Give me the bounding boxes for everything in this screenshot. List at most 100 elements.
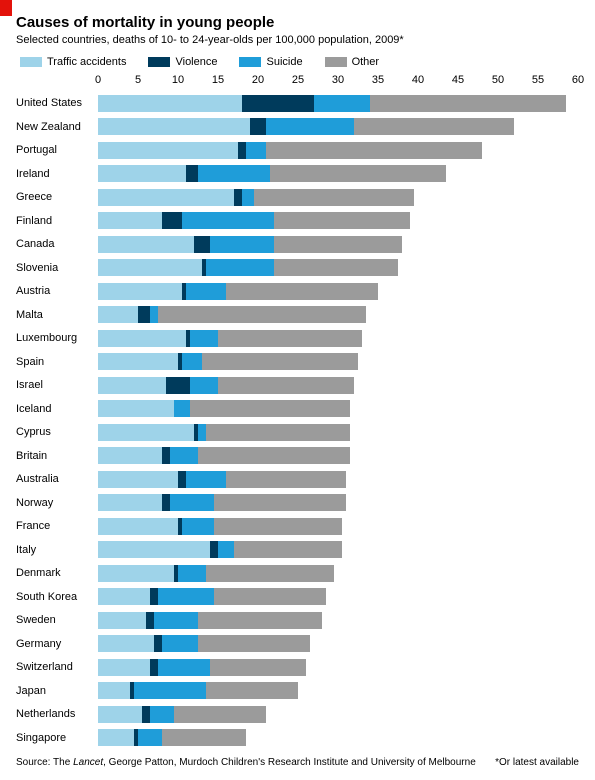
bar-segment-traffic (98, 588, 150, 605)
bar-row: Switzerland (16, 656, 579, 678)
bar-segment-other (274, 259, 398, 276)
country-label: Portugal (16, 144, 98, 156)
bar-segment-violence (146, 612, 154, 629)
bar-segment-suicide (246, 142, 266, 159)
country-label: United States (16, 97, 98, 109)
country-label: Singapore (16, 732, 98, 744)
country-label: Malta (16, 309, 98, 321)
axis-tick: 45 (452, 74, 464, 86)
bar-segment-traffic (98, 236, 194, 253)
country-label: New Zealand (16, 121, 98, 133)
bar-segment-violence (154, 635, 162, 652)
bar-segment-other (214, 588, 326, 605)
country-label: Australia (16, 473, 98, 485)
bar-segment-traffic (98, 189, 234, 206)
bar-segment-violence (150, 588, 158, 605)
stacked-bar (98, 259, 398, 276)
bar-segment-suicide (182, 212, 274, 229)
stacked-bar (98, 189, 414, 206)
stacked-bar (98, 494, 346, 511)
stacked-bar (98, 729, 246, 746)
country-label: Switzerland (16, 661, 98, 673)
country-label: Iceland (16, 403, 98, 415)
chart-footer: Source: The Lancet, George Patton, Murdo… (16, 757, 579, 768)
bar-segment-traffic (98, 494, 162, 511)
stacked-bar (98, 353, 358, 370)
legend-item: Suicide (239, 56, 302, 68)
country-label: Luxembourg (16, 332, 98, 344)
bar-row: Canada (16, 233, 579, 255)
country-label: Cyprus (16, 426, 98, 438)
stacked-bar (98, 471, 346, 488)
stacked-bar (98, 635, 310, 652)
axis-tick: 35 (372, 74, 384, 86)
bar-segment-other (162, 729, 246, 746)
bar-row: Finland (16, 210, 579, 232)
legend-label: Violence (175, 56, 217, 68)
axis-tick: 55 (532, 74, 544, 86)
source-italic: Lancet (73, 757, 103, 768)
legend-label: Other (352, 56, 380, 68)
stacked-bar (98, 518, 342, 535)
axis-tick: 20 (252, 74, 264, 86)
axis-tick: 60 (572, 74, 584, 86)
legend-swatch (148, 57, 170, 67)
bar-segment-violence (186, 165, 198, 182)
bar-segment-other (206, 682, 298, 699)
country-label: Spain (16, 356, 98, 368)
country-label: France (16, 520, 98, 532)
stacked-bar (98, 165, 446, 182)
stacked-bar (98, 330, 362, 347)
bar-segment-traffic (98, 400, 174, 417)
bar-row: Austria (16, 280, 579, 302)
bar-segment-other (226, 471, 346, 488)
bar-segment-other (226, 283, 378, 300)
bar-segment-traffic (98, 659, 150, 676)
bar-row: Britain (16, 445, 579, 467)
stacked-bar (98, 682, 298, 699)
bar-row: Malta (16, 304, 579, 326)
bar-segment-violence (162, 447, 170, 464)
bar-segment-suicide (186, 471, 226, 488)
bar-segment-other (218, 377, 354, 394)
bar-segment-suicide (314, 95, 370, 112)
bar-row: France (16, 515, 579, 537)
bar-segment-suicide (242, 189, 254, 206)
bar-segment-traffic (98, 541, 210, 558)
bar-segment-traffic (98, 377, 166, 394)
bar-segment-other (210, 659, 306, 676)
bar-segment-traffic (98, 212, 162, 229)
bar-segment-traffic (98, 424, 194, 441)
bar-segment-suicide (170, 447, 198, 464)
plot-area: 051015202530354045505560 United StatesNe… (16, 74, 579, 749)
bar-row: Ireland (16, 163, 579, 185)
axis-tick: 0 (95, 74, 101, 86)
bar-row: New Zealand (16, 116, 579, 138)
bar-segment-suicide (190, 377, 218, 394)
bar-segment-suicide (198, 165, 270, 182)
brand-tab (0, 0, 12, 16)
bar-row: Cyprus (16, 421, 579, 443)
bar-segment-traffic (98, 447, 162, 464)
bar-segment-suicide (158, 659, 210, 676)
bar-segment-traffic (98, 283, 182, 300)
bar-segment-suicide (154, 612, 198, 629)
country-label: Netherlands (16, 708, 98, 720)
country-label: Greece (16, 191, 98, 203)
bar-segment-traffic (98, 518, 178, 535)
country-label: South Korea (16, 591, 98, 603)
legend-label: Suicide (266, 56, 302, 68)
stacked-bar (98, 377, 354, 394)
bar-segment-other (370, 95, 566, 112)
bar-rows: United States New Zealand Portugal Ireland G… (16, 92, 579, 749)
bar-segment-traffic (98, 635, 154, 652)
country-label: Norway (16, 497, 98, 509)
legend-item: Violence (148, 56, 217, 68)
stacked-bar (98, 565, 334, 582)
legend-label: Traffic accidents (47, 56, 126, 68)
bar-segment-suicide (210, 236, 274, 253)
bar-segment-suicide (182, 518, 214, 535)
bar-segment-other (274, 236, 402, 253)
bar-segment-other (206, 424, 350, 441)
bar-row: Japan (16, 680, 579, 702)
